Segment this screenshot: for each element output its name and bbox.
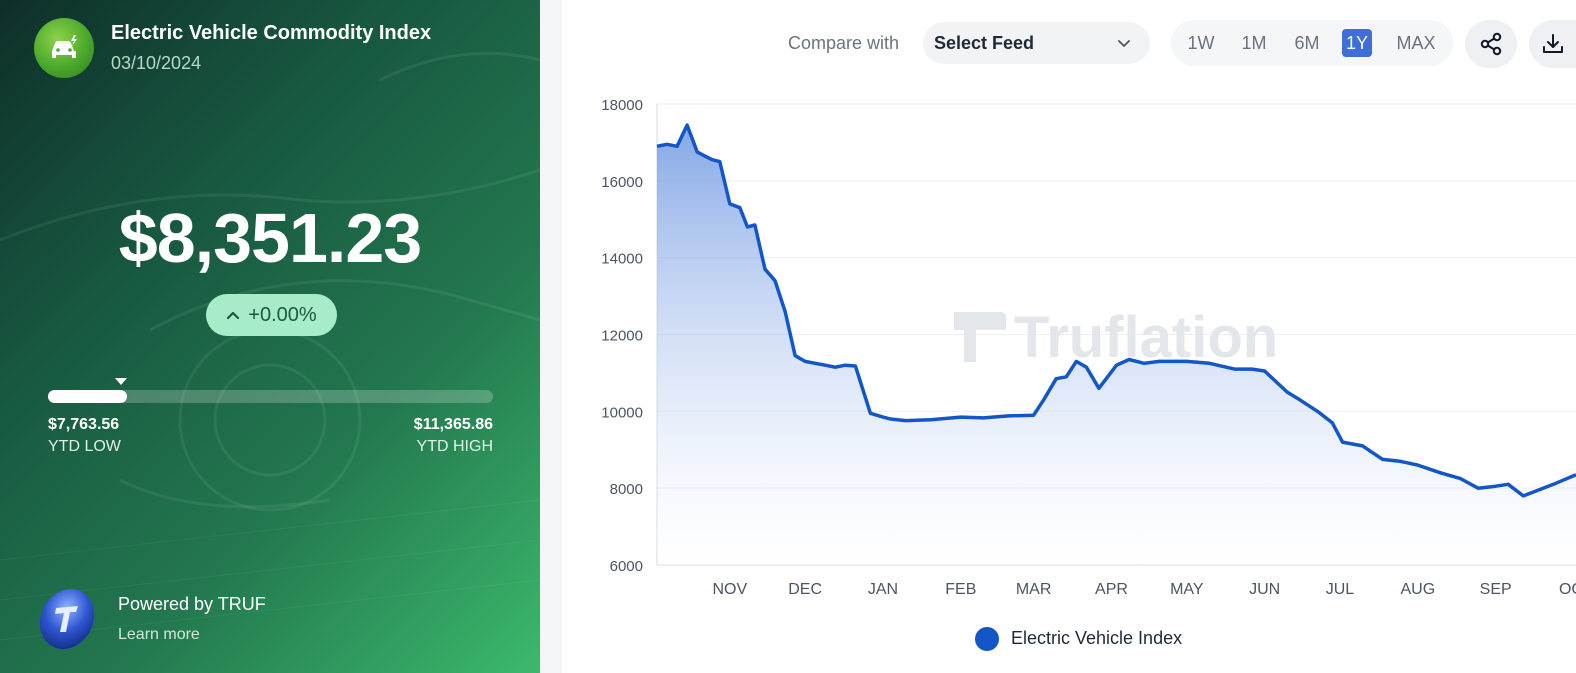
chevron-up-icon [227,311,240,320]
panel-divider [540,0,562,673]
ev-car-icon [34,18,94,78]
ytd-low-value: $7,763.56 [48,416,120,433]
series-line [656,123,1576,498]
ytd-low-label: YTD LOW [48,438,121,455]
range-1m-button[interactable]: 1M [1241,32,1267,53]
x-tick-label: OC [1559,581,1576,598]
time-range-selector: 1W 1M 6M 1Y MAX [1171,20,1453,66]
download-icon [1542,34,1563,53]
learn-more-link[interactable]: Learn more [118,626,200,643]
watermark-text: Truflation [1014,305,1278,370]
range-1y-button[interactable]: 1Y [1342,29,1372,57]
feed-select[interactable]: Select Feed [923,22,1150,64]
y-tick-label: 8000 [610,481,643,498]
powered-by-text: Powered by TRUF [118,594,266,614]
change-badge: +0.00% [206,294,337,336]
index-summary-panel: Electric Vehicle Commodity Index 03/10/2… [0,0,540,673]
range-1w-button[interactable]: 1W [1187,32,1215,53]
compare-label: Compare with [788,33,900,53]
y-tick-label: 6000 [610,558,643,575]
share-button[interactable] [1465,20,1517,68]
ytd-range-fill [48,390,127,403]
x-tick-label: JAN [868,581,898,598]
y-tick-label: 16000 [601,174,643,191]
ev-background-illustration [0,51,540,641]
truflation-watermark: Truflation [954,305,1278,370]
truf-logo-icon [39,589,95,649]
x-tick-label: APR [1095,581,1128,598]
x-tick-label: MAY [1170,581,1204,598]
current-price: $8,351.23 [118,199,422,277]
x-tick-label: JUL [1326,581,1355,598]
ytd-high-label: YTD HIGH [416,438,493,455]
change-value: +0.00% [248,303,317,326]
series-area [657,125,1576,565]
feed-select-value: Select Feed [934,32,1035,53]
range-max-button[interactable]: MAX [1396,32,1436,53]
x-tick-label: MAR [1016,581,1052,598]
y-tick-label: 12000 [601,328,643,345]
x-tick-label: JUN [1249,581,1280,598]
index-chart: Truflation 6000 8000 10000 12000 14000 16000 1… [601,97,1576,598]
share-icon [1480,32,1502,56]
ytd-high-value: $11,365.86 [413,416,493,433]
legend-label: Electric Vehicle Index [1011,628,1183,648]
chevron-down-icon [1118,40,1130,47]
ytd-range-bar [48,390,493,403]
x-tick-label: NOV [712,581,747,598]
x-tick-label: DEC [788,581,822,598]
range-6m-button[interactable]: 6M [1294,32,1320,53]
legend-swatch [975,627,999,651]
index-title: Electric Vehicle Commodity Index [111,22,432,44]
ytd-range-marker [114,378,127,385]
x-tick-label: FEB [945,581,976,598]
download-button[interactable] [1529,20,1576,68]
y-tick-label: 10000 [601,404,643,421]
x-tick-label: AUG [1400,581,1435,598]
y-tick-label: 18000 [601,97,643,114]
index-date: 03/10/2024 [111,53,202,73]
x-tick-label: SEP [1480,581,1512,598]
y-tick-label: 14000 [601,251,643,268]
